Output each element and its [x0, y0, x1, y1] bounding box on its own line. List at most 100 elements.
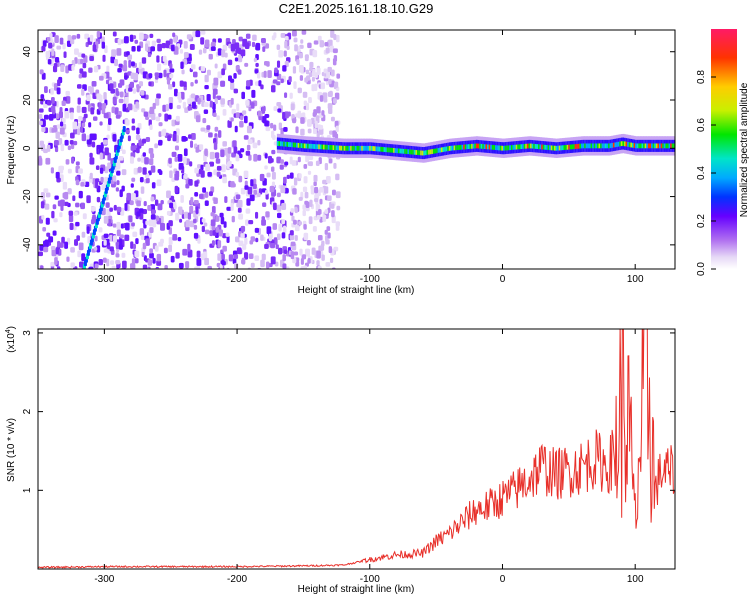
carrier-band-core	[276, 141, 280, 146]
heatmap-cell	[59, 212, 63, 218]
heatmap-cell	[268, 233, 273, 242]
heatmap-cell	[268, 155, 273, 164]
heatmap-cell	[246, 198, 251, 206]
heatmap-cell	[208, 132, 213, 138]
carrier-band-core	[673, 143, 675, 149]
top-x-tick-label: 100	[627, 274, 644, 285]
heatmap-cell	[290, 103, 295, 111]
heatmap-cell	[141, 250, 145, 258]
heatmap-cell	[251, 89, 256, 98]
heatmap-cell	[168, 236, 173, 245]
heatmap-cell	[126, 192, 132, 201]
heatmap-cell	[169, 68, 175, 73]
heatmap-cell	[276, 81, 281, 86]
heatmap-cell	[51, 248, 57, 257]
heatmap-cell	[302, 186, 308, 193]
heatmap-cell	[79, 261, 84, 268]
heatmap-cell	[202, 47, 207, 54]
heatmap-cell	[243, 135, 249, 140]
carrier-band-core	[654, 143, 657, 149]
carrier-band-core	[549, 145, 552, 151]
heatmap-cell	[316, 250, 321, 259]
heatmap-cell	[195, 206, 199, 214]
heatmap-cell	[255, 42, 261, 51]
heatmap-cell	[190, 197, 194, 205]
heatmap-cell	[303, 233, 308, 240]
heatmap-cell	[333, 162, 337, 169]
heatmap-cell	[190, 93, 196, 99]
heatmap-cell	[243, 252, 249, 260]
carrier-band-core	[386, 147, 389, 153]
heatmap-cell	[336, 205, 341, 211]
heatmap-cell	[322, 92, 328, 100]
heatmap-cell	[265, 211, 270, 218]
heatmap-cell	[286, 174, 290, 179]
bottom-x-tick-label: -300	[94, 574, 114, 585]
heatmap-cell	[67, 188, 72, 195]
carrier-band-core	[354, 145, 358, 151]
heatmap-cell	[44, 239, 49, 248]
heatmap-cell	[61, 236, 65, 244]
heatmap-cell	[69, 112, 74, 120]
heatmap-cell	[138, 138, 142, 146]
carrier-band-core	[498, 145, 501, 151]
carrier-band-core	[493, 145, 496, 150]
heatmap-cell	[221, 49, 226, 58]
carrier-band-core	[346, 145, 350, 151]
heatmap-cell	[327, 91, 333, 97]
heatmap-cell	[289, 92, 293, 99]
heatmap-cell	[190, 140, 194, 148]
carrier-band-core	[409, 149, 412, 155]
heatmap-cell	[38, 113, 43, 120]
heatmap-cell	[328, 107, 333, 114]
carrier-band-core	[421, 150, 424, 156]
carrier-band-core	[340, 145, 343, 151]
heatmap-cell	[297, 156, 301, 163]
heatmap-cell	[282, 263, 287, 269]
heatmap-cell	[60, 143, 65, 152]
heatmap-cell	[281, 218, 286, 225]
carrier-band-core	[579, 143, 582, 149]
heatmap-cell	[65, 65, 69, 74]
heatmap-cell	[186, 34, 192, 40]
heatmap-cell	[210, 186, 215, 193]
heatmap-cell	[164, 264, 168, 269]
heatmap-cell	[324, 41, 329, 47]
heatmap-cell	[156, 55, 160, 63]
heatmap-cell	[327, 195, 332, 201]
carrier-band-core	[466, 144, 469, 150]
heatmap-cell	[298, 173, 302, 179]
heatmap-cell	[257, 71, 261, 79]
heatmap-cell	[173, 47, 179, 55]
heatmap-cell	[99, 121, 103, 126]
heatmap-cell	[108, 117, 112, 125]
heatmap-cell	[292, 66, 297, 74]
heatmap-cell	[267, 70, 272, 78]
carrier-band-core	[651, 143, 654, 149]
heatmap-cell	[53, 62, 58, 68]
heatmap-cell	[128, 59, 132, 68]
heatmap-cell	[238, 54, 243, 63]
heatmap-cell	[72, 195, 76, 202]
bottom-x-axis-label: Height of straight line (km)	[298, 584, 415, 595]
heatmap-cell	[58, 165, 64, 174]
heatmap-cell	[149, 33, 154, 38]
heatmap-cell	[221, 253, 225, 260]
heatmap-cell	[240, 225, 246, 232]
heatmap-cell	[41, 72, 46, 80]
heatmap-cell	[261, 106, 266, 114]
heatmap-cell	[202, 187, 206, 193]
heatmap-cell	[110, 88, 116, 94]
heatmap-cell	[253, 189, 258, 195]
heatmap-cell	[295, 258, 300, 264]
carrier-band-core	[464, 144, 467, 150]
heatmap-cell	[238, 153, 243, 159]
bottom-x-tick-label: -100	[360, 574, 380, 585]
heatmap-cell	[230, 97, 234, 105]
heatmap-cell	[241, 259, 246, 265]
heatmap-cell	[230, 82, 235, 90]
heatmap-cell	[140, 186, 145, 194]
heatmap-cell	[133, 72, 139, 81]
heatmap-cell	[281, 202, 287, 211]
heatmap-cell	[200, 127, 206, 132]
